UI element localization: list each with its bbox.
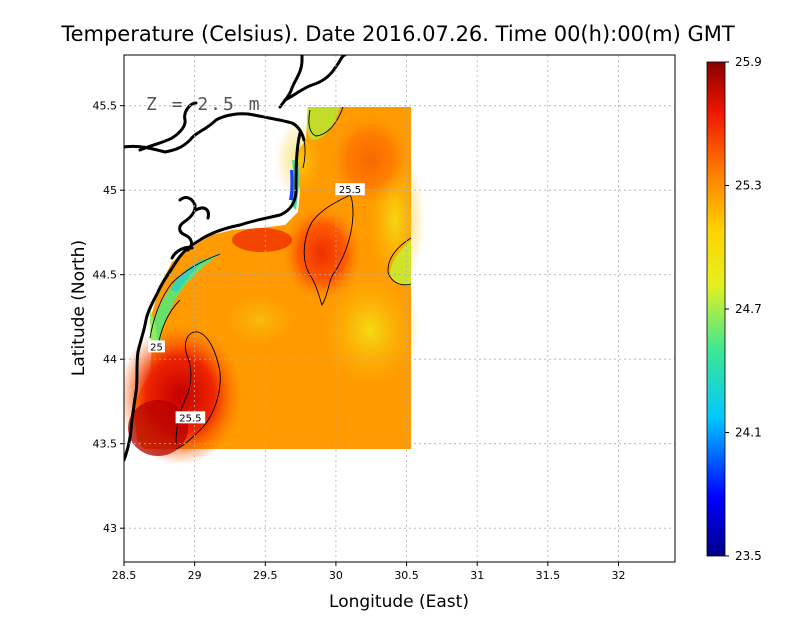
field-cool-strip (150, 252, 222, 345)
field-cool-strip (306, 107, 340, 140)
x-tick-label: 31.5 (536, 569, 561, 582)
contour-line (387, 237, 412, 286)
y-tick-label: 44 (103, 353, 117, 366)
y-tick-label: 45.5 (93, 100, 118, 113)
contour-labels: 25.5 25 25.5 (148, 183, 365, 424)
x-tick-label: 28.5 (112, 569, 137, 582)
colorbar-ticks: 25.9 25.3 24.7 24.1 23.5 (725, 55, 762, 563)
contour-label: 25 (150, 342, 163, 353)
contour-line (303, 194, 354, 307)
field-cool-strip (289, 170, 294, 200)
y-axis: 43 43.5 44 44.5 45 45.5 (93, 100, 124, 535)
coastline (124, 55, 347, 462)
x-tick-label: 31 (470, 569, 484, 582)
coastline-crimea (124, 112, 306, 154)
colorbar (706, 61, 726, 557)
colorbar-tick-label: 24.7 (735, 302, 762, 316)
coastline-inlet (170, 246, 194, 260)
field-warm-patch (232, 228, 292, 252)
y-axis-label: Latitude (North) (69, 240, 89, 376)
contour-label-bg (148, 340, 165, 353)
contour-label: 25.5 (179, 413, 201, 424)
y-tick-label: 45 (103, 184, 117, 197)
x-tick-label: 30 (329, 569, 343, 582)
field-warm-patch (282, 205, 362, 301)
coastline-caucasus (124, 131, 302, 462)
plot-frame (123, 54, 676, 563)
y-tick-label: 44.5 (93, 269, 118, 282)
depth-label: Z = 2.5 m (146, 94, 262, 115)
contour-label-bg (175, 411, 206, 424)
contour-label-bg (335, 183, 365, 196)
coastline-bay (138, 101, 198, 152)
contour-line (302, 139, 306, 169)
x-tick-label: 30.5 (394, 569, 419, 582)
x-tick-label: 32 (611, 569, 625, 582)
colorbar-tick-label: 24.1 (735, 426, 762, 440)
field-cool-strip (150, 310, 158, 350)
field-yellow-patch (275, 120, 325, 200)
contour-line (175, 331, 221, 450)
field-yellow-patch (220, 290, 300, 350)
field-yellow-patch (320, 270, 420, 390)
contour-line (149, 253, 221, 339)
field-cool-strip (390, 240, 411, 285)
x-tick-label: 29 (188, 569, 202, 582)
grid (124, 55, 675, 562)
x-axis: 28.5 29 29.5 30 30.5 31 31.5 32 (112, 562, 625, 582)
coastline-inlet (178, 196, 197, 252)
contour-label: 25.5 (339, 185, 361, 196)
x-axis-label: Longitude (East) (329, 592, 469, 612)
field-warm-patch (128, 400, 188, 456)
x-tick-label: 29.5 (253, 569, 278, 582)
field-warm-patch (330, 115, 410, 205)
y-tick-label: 43.5 (93, 438, 118, 451)
contour-line (308, 106, 344, 137)
contours (149, 106, 412, 450)
coastline-inlet (194, 206, 210, 220)
colorbar-tick-label: 25.9 (735, 55, 762, 69)
y-tick-label: 43 (103, 522, 117, 535)
field-cool-strip (170, 258, 205, 292)
colorbar-tick-label: 23.5 (735, 549, 762, 563)
colorbar-tick-label: 25.3 (735, 179, 762, 193)
chart-title: Temperature (Celsius). Date 2016.07.26. … (60, 22, 735, 46)
coastline-taman (283, 55, 347, 102)
